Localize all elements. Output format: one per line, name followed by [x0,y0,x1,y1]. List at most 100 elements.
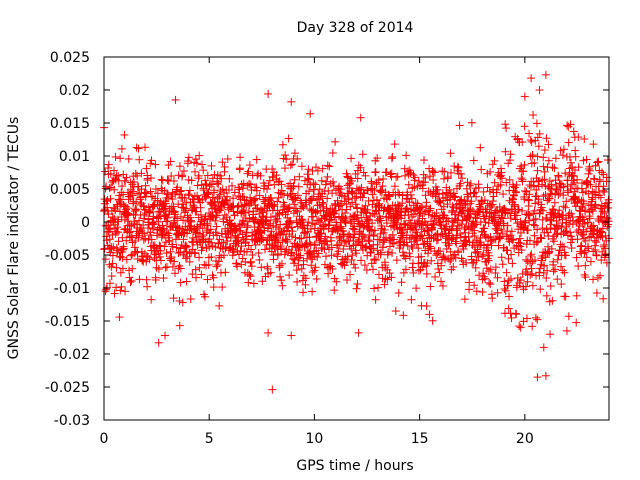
data-point [403,204,411,213]
data-point [397,278,406,287]
data-point [315,185,324,194]
data-point [387,273,396,282]
data-point [525,181,534,190]
data-point [517,174,526,183]
data-point [288,160,297,169]
data-point [268,385,277,394]
data-point [215,206,224,215]
data-point [533,315,542,324]
data-point [420,208,429,217]
data-point [470,231,479,240]
data-point [132,198,141,207]
data-point [194,194,203,203]
data-point [385,269,394,278]
data-point [125,228,134,237]
data-point [573,197,582,206]
data-point [360,233,369,242]
data-point [549,267,558,276]
data-point [328,148,337,157]
data-point [236,246,245,255]
data-point [505,292,514,301]
data-point [533,225,542,234]
data-point [218,158,227,167]
data-point [594,157,603,166]
data-point [229,194,238,203]
data-point [175,321,184,330]
data-point [496,180,505,189]
data-point [577,241,586,250]
data-point [546,330,555,339]
data-point [415,209,424,218]
data-point [603,222,612,231]
data-point [533,166,542,175]
data-point [119,190,128,199]
data-point [215,192,224,201]
data-point [542,225,551,234]
data-point [255,255,264,264]
data-point [231,224,240,233]
data-point [451,237,460,246]
data-point [155,223,164,232]
data-point [166,247,175,256]
data-point [579,197,588,206]
data-point [457,169,466,178]
data-point [233,203,242,212]
data-point [543,228,552,237]
data-point [532,119,541,128]
data-point [461,201,470,210]
data-point [381,274,390,283]
data-point [530,206,539,215]
data-point [201,194,210,203]
data-point [453,216,462,225]
data-point [292,266,301,275]
data-point [198,160,207,169]
data-point [323,194,332,203]
data-point [481,274,490,283]
data-point [311,220,320,229]
data-point [449,218,458,227]
data-point [111,206,120,215]
data-point [209,273,218,282]
data-point [252,186,261,195]
data-point [246,180,255,189]
data-point [119,244,128,253]
data-point [210,200,219,209]
data-point [546,215,555,224]
data-point [379,174,388,183]
data-point [221,268,230,277]
data-point [362,266,371,275]
data-point [297,162,306,171]
data-point [390,140,399,149]
data-point [506,274,515,283]
data-point [305,249,314,258]
data-point [273,197,282,206]
data-point [559,191,568,200]
data-point [219,251,228,260]
data-point [176,278,185,287]
data-point [501,120,510,129]
data-point [356,113,365,122]
data-point [581,207,590,216]
data-point [512,310,521,319]
data-point [262,216,271,225]
data-point [347,255,356,264]
data-point [553,275,562,284]
data-point [368,219,377,228]
data-point [488,236,497,245]
data-point [439,252,448,261]
data-point [597,212,606,221]
data-point [336,185,345,194]
data-point [250,217,259,226]
data-point [543,266,552,275]
data-point [148,224,157,233]
data-point [404,170,413,179]
data-point [312,274,321,283]
data-point [297,234,306,243]
data-point [250,195,259,204]
data-point [128,264,137,273]
data-point [204,260,213,269]
data-point [414,176,423,185]
data-point [297,215,306,224]
data-point [320,214,329,223]
data-point [592,238,601,247]
